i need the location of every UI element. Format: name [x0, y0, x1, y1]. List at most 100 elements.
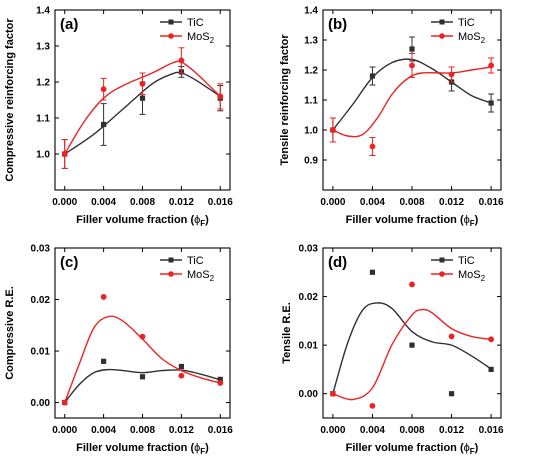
y-tick-label: 0.02	[299, 292, 319, 303]
legend-label-sub: 2	[481, 36, 486, 45]
fit-curve-tic	[64, 71, 221, 155]
x-axis-label-main: Filler volume fraction (	[76, 214, 194, 226]
legend-marker-mos2	[439, 271, 445, 277]
x-axis-label-phi: ϕ	[194, 442, 200, 454]
fit-curve-tic	[64, 368, 221, 403]
x-axis-label: Filler volume fraction (ϕF)	[76, 442, 209, 456]
data-point-tic	[178, 363, 184, 370]
x-tick-label: 0.004	[360, 425, 385, 436]
x-axis-label-phi: ϕ	[464, 214, 470, 226]
data-point-mos2	[217, 380, 224, 386]
x-axis-label-main: Filler volume fraction (	[346, 214, 464, 226]
x-axis-label-main: Filler volume fraction (	[76, 442, 194, 454]
y-tick-label: 0.03	[299, 244, 319, 255]
y-tick-label: 0.01	[31, 347, 51, 358]
data-point-mos2	[61, 151, 68, 157]
y-tick-label: 1.4	[36, 6, 50, 17]
x-tick-label: 0.000	[320, 197, 345, 208]
x-tick-label: 0.008	[130, 197, 155, 208]
legend-marker-mos2	[168, 33, 174, 39]
x-axis-label-close: )	[205, 442, 209, 454]
legend-label-mos2: MoS2	[187, 31, 215, 45]
x-tick-label: 0.004	[91, 197, 116, 208]
legend-label-tic: TiC	[458, 255, 475, 267]
data-point-mos2	[178, 57, 185, 64]
x-axis-label-close: )	[475, 214, 479, 226]
data-point-mos2	[139, 80, 146, 87]
data-point-tic	[488, 100, 494, 106]
y-axis-label: Tensile reinforcing factor	[279, 34, 291, 166]
legend-label-mos2: MoS2	[458, 269, 486, 283]
x-tick-label: 0.012	[169, 425, 194, 436]
legend-label-mos2: MoS2	[458, 31, 486, 45]
data-point-mos2	[100, 86, 107, 93]
fit-curve-mos2	[64, 315, 221, 403]
chart-panel-c: 0.000 0.004 0.008 0.012 0.016 0.00 0.01 0.02 0.0…	[4, 244, 233, 457]
data-point-tic	[139, 95, 146, 101]
legend-label-base: MoS	[458, 31, 481, 43]
legend-marker-tic	[439, 19, 445, 25]
y-tick-label: 1.2	[36, 78, 50, 89]
data-point-mos2	[217, 93, 224, 100]
x-tick-label: 0.016	[479, 197, 504, 208]
fit-curve-mos2	[332, 308, 492, 401]
y-axis-label: Compressive reinforcing factor	[4, 18, 16, 182]
y-tick-label: 0.9	[304, 156, 318, 167]
data-point-tic	[448, 391, 455, 397]
data-point-mos2	[139, 333, 146, 340]
legend-label-tic: TiC	[187, 17, 204, 29]
data-point-mos2	[178, 372, 185, 379]
chart-panel-b: 0.000 0.004 0.008 0.012 0.016 0.9 1.0 1.1 1.2 1.3…	[279, 6, 504, 229]
data-point-tic	[369, 73, 376, 79]
legend-marker-tic	[439, 257, 445, 263]
data-point-mos2	[409, 62, 415, 69]
x-axis-label-sub: F	[470, 447, 475, 456]
y-tick-label: 1.1	[36, 114, 50, 125]
data-point-mos2	[488, 336, 495, 343]
data-point-mos2	[448, 333, 455, 340]
x-tick-label: 0.008	[399, 425, 424, 436]
panel-label: (c)	[60, 254, 78, 271]
x-tick-label: 0.004	[91, 425, 116, 436]
y-tick-label: 0.00	[299, 389, 319, 400]
legend-marker-tic	[168, 257, 174, 263]
chart-panel-d: 0.000 0.004 0.008 0.012 0.016 0.00 0.01 0.02 0.0…	[281, 244, 504, 457]
x-tick-label: 0.012	[439, 197, 464, 208]
x-tick-label: 0.004	[360, 197, 385, 208]
fit-curve-mos2	[332, 66, 492, 138]
x-axis-label-phi: ϕ	[464, 442, 470, 454]
x-axis-label-close: )	[205, 214, 209, 226]
x-axis-label-sub: F	[200, 219, 205, 228]
data-point-tic	[101, 121, 107, 128]
data-point-mos2	[369, 143, 376, 150]
y-tick-label: 1.3	[36, 42, 50, 53]
x-axis-label-phi: ϕ	[194, 214, 200, 226]
x-axis-label-sub: F	[470, 219, 475, 228]
y-tick-label: 1.2	[304, 66, 318, 77]
x-tick-label: 0.008	[399, 197, 424, 208]
data-point-tic	[101, 358, 107, 364]
y-tick-label: 0.00	[31, 398, 51, 409]
data-point-mos2	[409, 281, 415, 288]
panel-label: (d)	[328, 254, 347, 271]
x-tick-label: 0.000	[52, 197, 77, 208]
data-point-tic	[217, 376, 223, 382]
legend-marker-tic	[168, 19, 174, 25]
data-point-mos2	[61, 399, 68, 406]
legend-marker-mos2	[168, 271, 174, 277]
data-point-mos2	[488, 62, 495, 69]
data-point-mos2	[369, 402, 376, 409]
x-tick-label: 0.008	[130, 425, 155, 436]
y-tick-label: 1.1	[304, 96, 318, 107]
x-axis-label-sub: F	[200, 447, 205, 456]
data-point-tic	[488, 366, 494, 373]
data-point-tic	[139, 374, 146, 380]
legend-label-base: MoS	[458, 269, 481, 281]
y-tick-label: 1.0	[304, 126, 318, 137]
legend-label-base: MoS	[187, 269, 210, 281]
y-tick-label: 1.4	[304, 6, 318, 17]
legend-marker-mos2	[439, 33, 445, 39]
y-axis-label: Compressive R.E.	[4, 286, 16, 380]
x-axis-label: Filler volume fraction (ϕF)	[346, 214, 479, 228]
y-tick-label: 1.3	[304, 36, 318, 47]
